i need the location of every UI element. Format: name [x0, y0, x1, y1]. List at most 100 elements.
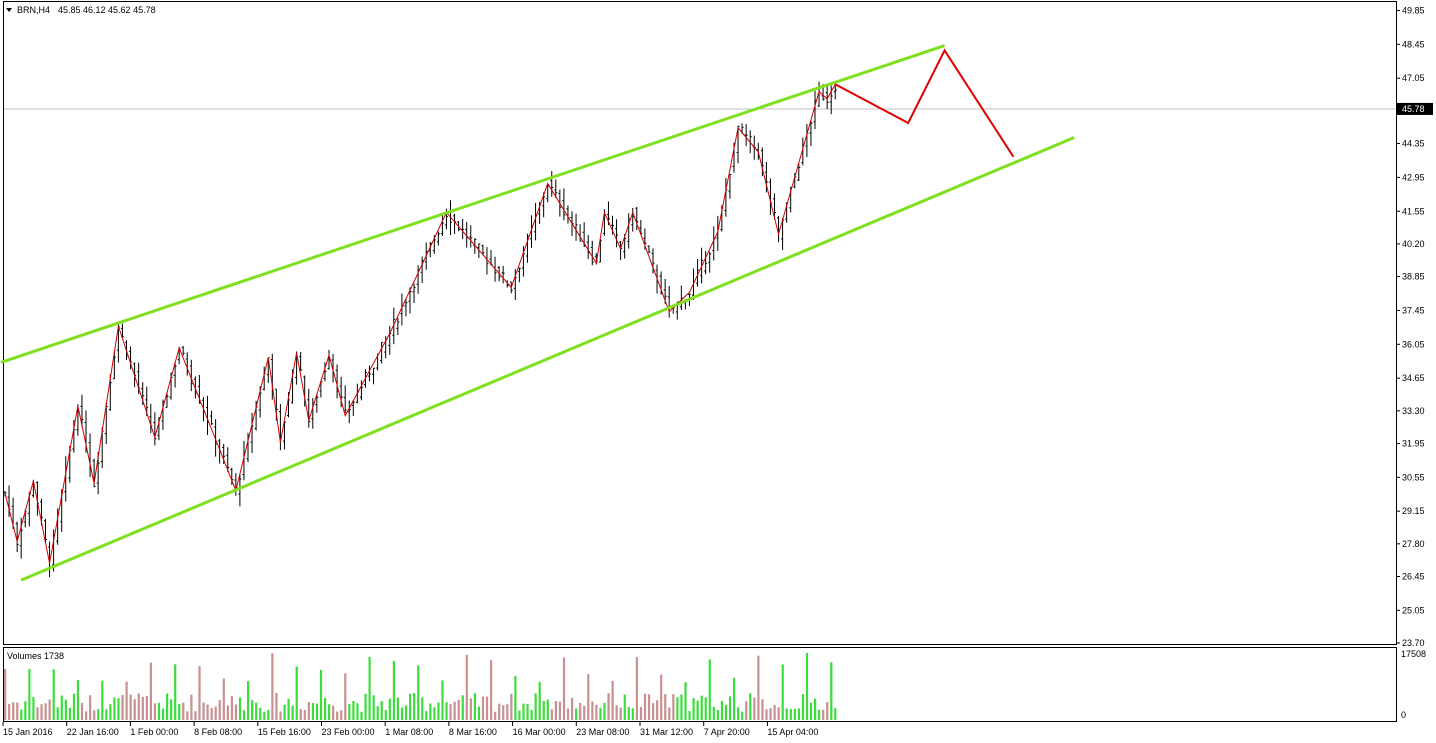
- volume-bar: [218, 700, 221, 720]
- volume-bar: [522, 703, 525, 720]
- volume-bar: [814, 698, 817, 720]
- volume-bar: [546, 699, 549, 720]
- volume-bar: [226, 705, 229, 720]
- volume-bar: [44, 703, 47, 720]
- channel-upper-line[interactable]: [0, 44, 946, 364]
- volume-bar: [647, 694, 651, 720]
- volume-bar: [611, 680, 614, 720]
- volume-bar: [125, 681, 128, 720]
- volume-bar: [311, 702, 314, 720]
- trend-overlays: [0, 44, 1075, 582]
- volume-bar: [631, 708, 634, 720]
- volume-bar: [178, 703, 181, 720]
- volume-bar: [830, 662, 833, 720]
- volume-bar: [392, 661, 395, 720]
- volume-bar: [287, 698, 290, 720]
- volume-bar: [623, 694, 626, 720]
- volume-bar: [307, 702, 310, 720]
- volume-bar: [190, 694, 193, 720]
- volume-bar: [97, 709, 100, 720]
- price-tick-label: 29.15: [1402, 506, 1425, 516]
- volume-bar: [400, 707, 404, 720]
- volume-bar: [781, 664, 784, 720]
- time-axis: 15 Jan 2016 22 Jan 16:00 1 Feb 00:00 8 Feb …: [2, 722, 818, 737]
- volume-bar: [575, 708, 578, 720]
- volume-bar: [615, 705, 618, 720]
- ohlc-values: 45.85 46.12 45.62 45.78: [58, 5, 156, 15]
- volume-bar: [737, 707, 740, 720]
- volume-bar: [660, 674, 663, 720]
- volume-bar: [627, 707, 630, 720]
- volume-bar: [299, 709, 302, 720]
- price-tick-label: 33.30: [1402, 406, 1425, 416]
- volume-bar: [368, 656, 371, 720]
- volume-bar: [745, 701, 748, 720]
- volume-bar: [692, 698, 695, 720]
- volume-bar: [259, 707, 262, 720]
- volume-bar: [417, 665, 420, 720]
- volume-bar: [372, 695, 375, 720]
- volume-bar: [93, 710, 96, 720]
- channel-lower-line[interactable]: [20, 136, 1075, 582]
- collapse-triangle-icon[interactable]: [6, 8, 12, 12]
- volume-bar: [198, 666, 201, 720]
- price-tick-label: 48.45: [1402, 39, 1425, 49]
- volume-bar: [352, 700, 355, 720]
- volume-bar: [101, 680, 104, 720]
- volume-bar: [32, 697, 35, 720]
- volume-bar: [603, 702, 606, 720]
- volume-bar: [356, 703, 359, 720]
- volume-bar: [76, 679, 80, 720]
- volume-bar: [56, 707, 59, 720]
- volume-bar: [809, 702, 813, 720]
- time-tick-label: 22 Jan 16:00: [67, 727, 119, 737]
- volume-bar: [255, 702, 258, 720]
- volume-bar: [668, 707, 671, 720]
- volume-bar: [60, 695, 63, 720]
- projection-line[interactable]: [834, 48, 1015, 158]
- volume-bar: [409, 693, 412, 720]
- volume-bar: [579, 702, 582, 720]
- volume-bar: [105, 709, 108, 720]
- volume-bar: [477, 706, 481, 720]
- volume-bar: [12, 702, 15, 720]
- volume-bar: [797, 708, 800, 720]
- price-tick-label: 44.35: [1402, 139, 1425, 149]
- volume-bar: [481, 696, 485, 720]
- volume-bar: [161, 708, 165, 720]
- volume-bar: [757, 655, 760, 720]
- time-tick-label: 23 Feb 00:00: [322, 727, 375, 737]
- volume-bar: [267, 709, 270, 720]
- volume-bar: [291, 705, 294, 720]
- volume-bar: [769, 708, 772, 720]
- volume-bar: [696, 700, 699, 720]
- volume-bar: [80, 702, 84, 720]
- volume-bar: [664, 694, 667, 720]
- volume-bar: [433, 707, 436, 720]
- volume-bar: [571, 697, 574, 720]
- volume-bar: [656, 700, 659, 720]
- volume-bar: [558, 701, 562, 720]
- volume-bar: [728, 696, 732, 720]
- volume-bar: [251, 700, 254, 720]
- volume-bar: [48, 699, 51, 720]
- volume-bar: [635, 657, 638, 720]
- volume-bar: [461, 695, 464, 720]
- volume-axis-zero: 0: [1401, 710, 1406, 720]
- time-tick-label: 8 Mar 16:00: [449, 727, 497, 737]
- current-price-badge: [1397, 102, 1433, 115]
- volume-bar: [328, 704, 331, 720]
- price-tick-label: 41.55: [1402, 206, 1425, 216]
- volume-bar: [186, 711, 189, 720]
- time-tick-label: 23 Mar 08:00: [576, 727, 629, 737]
- volume-bar: [566, 708, 570, 720]
- volume-bar: [425, 711, 428, 720]
- volume-bar: [89, 695, 92, 720]
- main-plot-frame: [3, 1, 1397, 645]
- volume-bar: [534, 693, 537, 720]
- volume-bar: [457, 699, 460, 720]
- price-tick-label: 34.65: [1402, 373, 1425, 383]
- price-tick-label: 36.05: [1402, 339, 1425, 349]
- volume-bar: [222, 678, 225, 720]
